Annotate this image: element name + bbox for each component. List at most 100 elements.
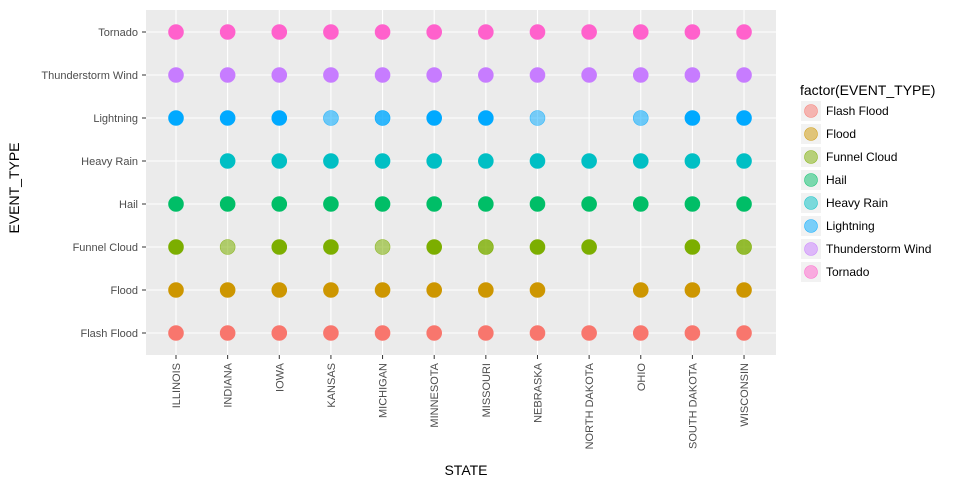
data-point — [478, 282, 494, 298]
data-point — [529, 239, 546, 255]
data-point — [374, 24, 391, 40]
legend-label: Tornado — [826, 265, 870, 279]
data-point — [684, 110, 701, 126]
data-point — [271, 24, 288, 40]
data-point — [168, 67, 184, 83]
data-point — [426, 325, 443, 341]
data-point — [529, 325, 546, 341]
data-point — [271, 325, 288, 341]
data-point — [271, 239, 288, 255]
y-tick-label: Heavy Rain — [81, 156, 138, 168]
data-point — [736, 239, 752, 255]
data-point — [529, 196, 546, 212]
data-point — [323, 196, 339, 212]
x-tick-label: INDIANA — [223, 362, 235, 407]
data-point — [632, 282, 649, 298]
data-point — [219, 282, 236, 298]
data-point — [632, 196, 649, 212]
y-axis-ticks: Flash Flood Flood Funnel Cloud Hail Heavy Ra… — [41, 27, 146, 340]
x-axis-ticks: ILLINOIS INDIANA IOWA KANSAS MICHIGAN MINNESO… — [171, 355, 751, 449]
data-point — [219, 67, 236, 83]
data-point — [684, 153, 701, 169]
legend-key-swatch — [804, 196, 818, 210]
data-point — [374, 282, 391, 298]
data-point — [219, 239, 236, 255]
data-point — [323, 153, 339, 169]
legend-key-swatch — [804, 265, 818, 279]
data-point — [323, 67, 339, 83]
data-point — [478, 325, 494, 341]
data-point — [581, 67, 597, 83]
legend: factor(EVENT_TYPE) Flash Flood Flood Funne… — [800, 82, 935, 282]
data-point — [632, 24, 649, 40]
legend-key-swatch — [804, 104, 818, 118]
data-point — [736, 282, 752, 298]
data-point — [323, 325, 339, 341]
x-tick-label: KANSAS — [326, 363, 338, 408]
y-tick-label: Lightning — [93, 113, 138, 125]
data-points — [168, 24, 752, 341]
data-point — [219, 110, 236, 126]
legend-key-swatch — [804, 242, 818, 256]
data-point — [684, 196, 701, 212]
data-point — [736, 325, 752, 341]
data-point — [168, 110, 184, 126]
data-point — [426, 282, 443, 298]
data-point — [271, 153, 288, 169]
data-point — [529, 110, 546, 126]
data-point — [632, 325, 649, 341]
x-tick-label: SOUTH DAKOTA — [687, 362, 699, 449]
data-point — [426, 110, 443, 126]
data-point — [168, 24, 184, 40]
data-point — [271, 110, 288, 126]
legend-key-swatch — [804, 150, 818, 164]
x-axis-title: STATE — [444, 462, 487, 478]
y-tick-label: Flash Flood — [81, 328, 138, 340]
data-point — [581, 239, 597, 255]
data-point — [219, 196, 236, 212]
legend-label: Flash Flood — [826, 104, 889, 118]
data-point — [271, 282, 288, 298]
data-point — [581, 196, 597, 212]
data-point — [271, 196, 288, 212]
data-point — [684, 282, 701, 298]
legend-label: Thunderstorm Wind — [826, 242, 931, 256]
data-point — [426, 239, 443, 255]
data-point — [529, 153, 546, 169]
data-point — [632, 153, 649, 169]
data-point — [168, 325, 184, 341]
data-point — [478, 24, 494, 40]
data-point — [374, 239, 391, 255]
data-point — [632, 67, 649, 83]
x-tick-label: MICHIGAN — [378, 363, 390, 418]
x-tick-label: MISSOURI — [481, 363, 493, 417]
data-point — [736, 196, 752, 212]
data-point — [684, 239, 701, 255]
x-tick-label: NEBRASKA — [532, 362, 544, 423]
data-point — [684, 325, 701, 341]
y-tick-label: Funnel Cloud — [73, 242, 138, 254]
data-point — [219, 325, 236, 341]
data-point — [271, 67, 288, 83]
legend-key-swatch — [804, 173, 818, 187]
data-point — [168, 282, 184, 298]
panel-background — [146, 10, 776, 355]
data-point — [529, 282, 546, 298]
data-point — [632, 110, 649, 126]
legend-label: Heavy Rain — [826, 196, 888, 210]
x-tick-label: ILLINOIS — [171, 363, 183, 408]
data-point — [478, 239, 494, 255]
data-point — [581, 153, 597, 169]
y-tick-label: Hail — [119, 199, 138, 211]
x-tick-label: IOWA — [274, 362, 286, 392]
data-point — [426, 196, 443, 212]
data-point — [478, 67, 494, 83]
data-point — [529, 24, 546, 40]
data-point — [323, 282, 339, 298]
legend-key-swatch — [804, 219, 818, 233]
data-point — [374, 110, 391, 126]
legend-label: Hail — [826, 173, 847, 187]
data-point — [684, 24, 701, 40]
data-point — [374, 325, 391, 341]
